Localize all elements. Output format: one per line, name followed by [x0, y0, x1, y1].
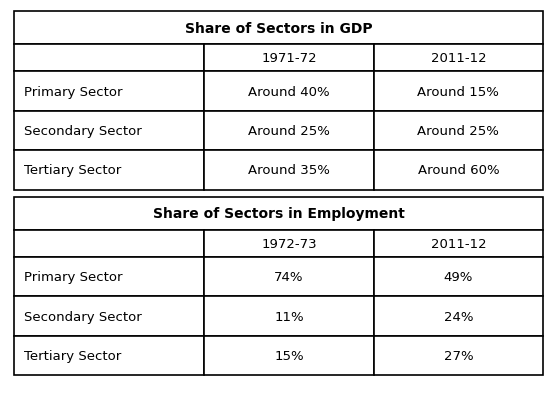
Text: 2011-12: 2011-12: [431, 52, 486, 65]
Bar: [374, 45, 543, 72]
Bar: [374, 72, 543, 111]
Bar: [204, 257, 374, 297]
Text: 27%: 27%: [443, 349, 473, 362]
Text: Primary Sector: Primary Sector: [24, 85, 123, 98]
Bar: [14, 297, 204, 336]
Text: Share of Sectors in Employment: Share of Sectors in Employment: [153, 207, 404, 221]
Text: 2011-12: 2011-12: [431, 237, 486, 250]
Text: Tertiary Sector: Tertiary Sector: [24, 349, 121, 362]
Text: Around 40%: Around 40%: [248, 85, 330, 98]
Bar: [14, 197, 543, 230]
Text: Tertiary Sector: Tertiary Sector: [24, 164, 121, 177]
Text: 11%: 11%: [274, 310, 304, 323]
Bar: [204, 45, 374, 72]
Text: Secondary Sector: Secondary Sector: [24, 125, 141, 138]
Bar: [374, 336, 543, 375]
Text: Secondary Sector: Secondary Sector: [24, 310, 141, 323]
Text: 1971-72: 1971-72: [261, 52, 317, 65]
Text: 24%: 24%: [444, 310, 473, 323]
Bar: [204, 297, 374, 336]
Text: Around 60%: Around 60%: [418, 164, 499, 177]
Text: 15%: 15%: [274, 349, 304, 362]
Bar: [14, 111, 204, 151]
Bar: [14, 45, 204, 72]
Bar: [14, 12, 543, 45]
Bar: [374, 297, 543, 336]
Bar: [204, 151, 374, 190]
Bar: [204, 230, 374, 257]
Bar: [374, 230, 543, 257]
Bar: [14, 230, 204, 257]
Bar: [204, 111, 374, 151]
Text: 1972-73: 1972-73: [261, 237, 317, 250]
Text: Around 25%: Around 25%: [248, 125, 330, 138]
Bar: [374, 111, 543, 151]
Text: Around 25%: Around 25%: [418, 125, 499, 138]
Text: Share of Sectors in GDP: Share of Sectors in GDP: [185, 22, 372, 35]
Bar: [14, 72, 204, 111]
Text: Around 35%: Around 35%: [248, 164, 330, 177]
Text: Around 15%: Around 15%: [418, 85, 499, 98]
Text: Primary Sector: Primary Sector: [24, 271, 123, 284]
Text: 74%: 74%: [275, 271, 304, 284]
Bar: [374, 257, 543, 297]
Bar: [204, 336, 374, 375]
Text: 49%: 49%: [444, 271, 473, 284]
Bar: [14, 336, 204, 375]
Bar: [14, 151, 204, 190]
Bar: [374, 151, 543, 190]
Bar: [14, 257, 204, 297]
Bar: [204, 72, 374, 111]
